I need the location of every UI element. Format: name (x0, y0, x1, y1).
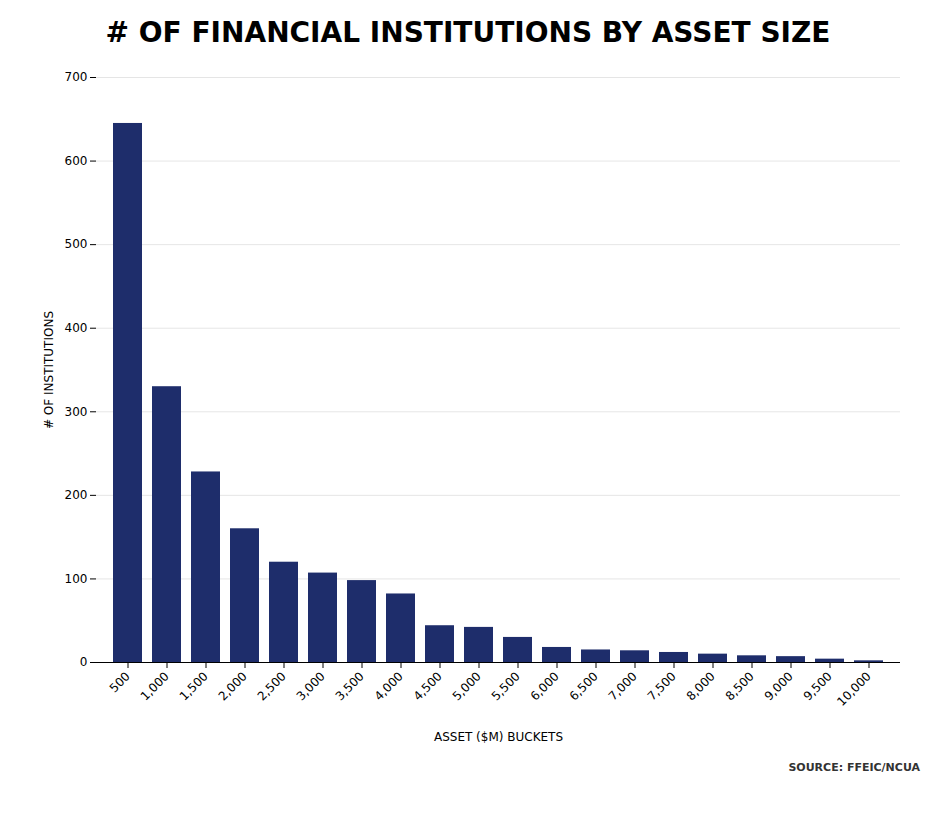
svg-text:7,000: 7,000 (606, 669, 640, 703)
svg-text:300: 300 (65, 405, 88, 419)
svg-text:700: 700 (65, 70, 88, 84)
html-text:SOURCE: FFEIC/NCUA: SOURCE: FFEIC/NCUA (788, 761, 920, 774)
svg-text:ASSET ($M) BUCKETS: ASSET ($M) BUCKETS (434, 730, 563, 744)
svg-text:3,500: 3,500 (333, 669, 367, 703)
svg-text:2,000: 2,000 (216, 669, 250, 703)
html-text:# OF FINANCIAL INSTITUTIONS BY: # OF FINANCIAL INSTITUTIONS BY ASSET SIZ… (105, 16, 831, 49)
svg-text:9,500: 9,500 (801, 669, 835, 703)
svg-text:600: 600 (65, 154, 88, 168)
svg-text:8,500: 8,500 (723, 669, 757, 703)
svg-text:500: 500 (107, 669, 133, 695)
svg-text:200: 200 (65, 488, 88, 502)
svg-text:100: 100 (65, 572, 88, 586)
svg-text:8,000: 8,000 (684, 669, 718, 703)
svg-text:5,500: 5,500 (489, 669, 523, 703)
svg-text:9,000: 9,000 (762, 669, 796, 703)
svg-text:1,500: 1,500 (177, 669, 211, 703)
svg-text:10,000: 10,000 (834, 669, 874, 709)
svg-text:0: 0 (80, 655, 88, 669)
svg-text:4,000: 4,000 (372, 669, 406, 703)
svg-text:6,000: 6,000 (528, 669, 562, 703)
svg-text:6,500: 6,500 (567, 669, 601, 703)
svg-text:5,000: 5,000 (450, 669, 484, 703)
svg-text:4,500: 4,500 (411, 669, 445, 703)
svg-text:# OF INSTITUTIONS: # OF INSTITUTIONS (42, 311, 56, 429)
svg-text:500: 500 (65, 237, 88, 251)
svg-text:2,500: 2,500 (255, 669, 289, 703)
svg-text:3,000: 3,000 (294, 669, 328, 703)
svg-text:400: 400 (65, 321, 88, 335)
svg-text:7,500: 7,500 (645, 669, 679, 703)
svg-text:1,000: 1,000 (138, 669, 172, 703)
